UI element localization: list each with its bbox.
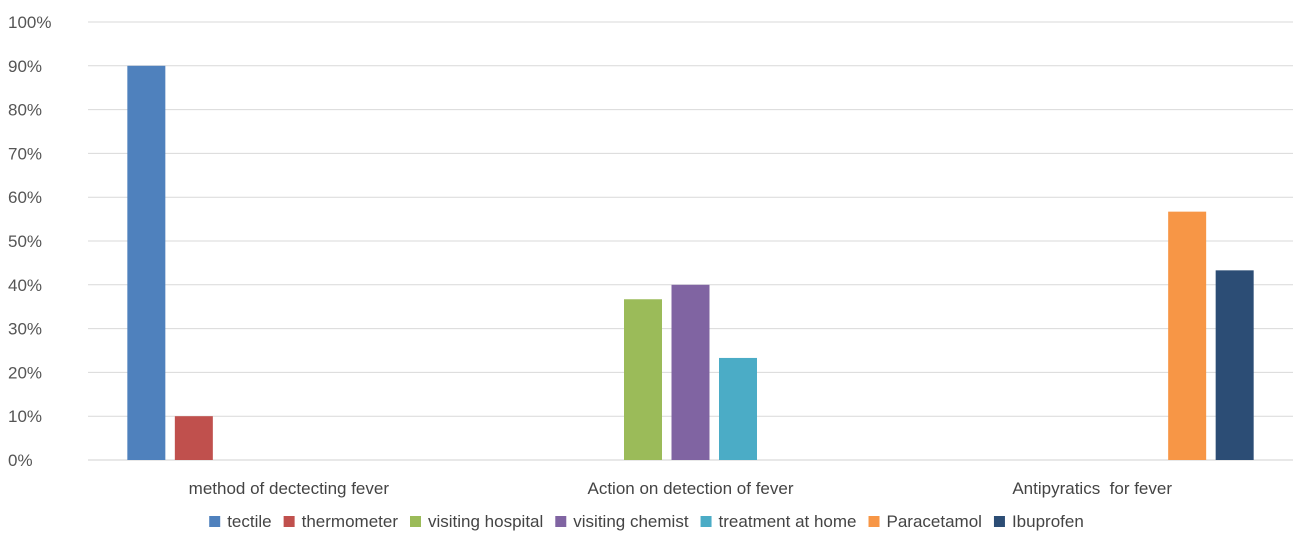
legend-label: Ibuprofen	[1012, 512, 1084, 531]
legend-label: treatment at home	[719, 512, 857, 531]
legend-item: Paracetamol	[868, 512, 982, 531]
y-tick-label: 60%	[8, 188, 42, 207]
legend-swatch	[209, 516, 221, 527]
legend-item: thermometer	[283, 512, 399, 531]
y-tick-label: 90%	[8, 57, 42, 76]
bar-visiting-hospital	[624, 299, 662, 460]
legend-label: visiting chemist	[573, 512, 689, 531]
legend-item: Ibuprofen	[993, 512, 1084, 531]
legend-swatch	[555, 516, 567, 527]
y-axis: 0% 10% 20% 30% 40% 50% 60% 70% 80% 90% 100%	[8, 13, 51, 470]
legend-swatch	[868, 516, 880, 527]
legend-label: visiting hospital	[428, 512, 543, 531]
y-tick-label: 30%	[8, 320, 42, 339]
y-tick-label: 100%	[8, 13, 51, 32]
legend-item: treatment at home	[700, 512, 857, 531]
legend-swatch	[283, 516, 295, 527]
y-tick-label: 50%	[8, 232, 42, 251]
legend-label: thermometer	[302, 512, 399, 531]
x-category-label: Antipyratics for fever	[1012, 479, 1172, 498]
legend-swatch	[700, 516, 712, 527]
x-axis: method of dectecting fever Action on dete…	[189, 479, 1173, 498]
bar-tectile	[127, 65, 166, 461]
legend-item: tectile	[209, 512, 272, 531]
x-category-label: method of dectecting fever	[189, 479, 390, 498]
y-tick-label: 70%	[8, 144, 42, 163]
bar-visiting-chemist	[671, 284, 710, 460]
bars	[127, 65, 1254, 461]
x-category-label: Action on detection of fever	[587, 479, 793, 498]
legend-label: Paracetamol	[887, 512, 982, 531]
y-tick-label: 10%	[8, 407, 42, 426]
legend-swatch	[993, 516, 1005, 527]
legend: tectile thermometer visiting hospital visit…	[209, 512, 1084, 531]
y-tick-label: 40%	[8, 276, 42, 295]
legend-item: visiting chemist	[555, 512, 689, 531]
legend-item: visiting hospital	[410, 512, 543, 531]
bar-treatment-at-home	[719, 357, 757, 460]
y-tick-label: 20%	[8, 363, 42, 382]
bar-thermometer	[174, 416, 213, 460]
legend-swatch	[410, 516, 421, 527]
legend-label: tectile	[227, 512, 271, 531]
y-tick-label: 80%	[8, 101, 42, 120]
y-tick-label: 0%	[8, 451, 33, 470]
bar-ibuprofen	[1215, 270, 1254, 460]
bar-paracetamol	[1168, 211, 1207, 460]
